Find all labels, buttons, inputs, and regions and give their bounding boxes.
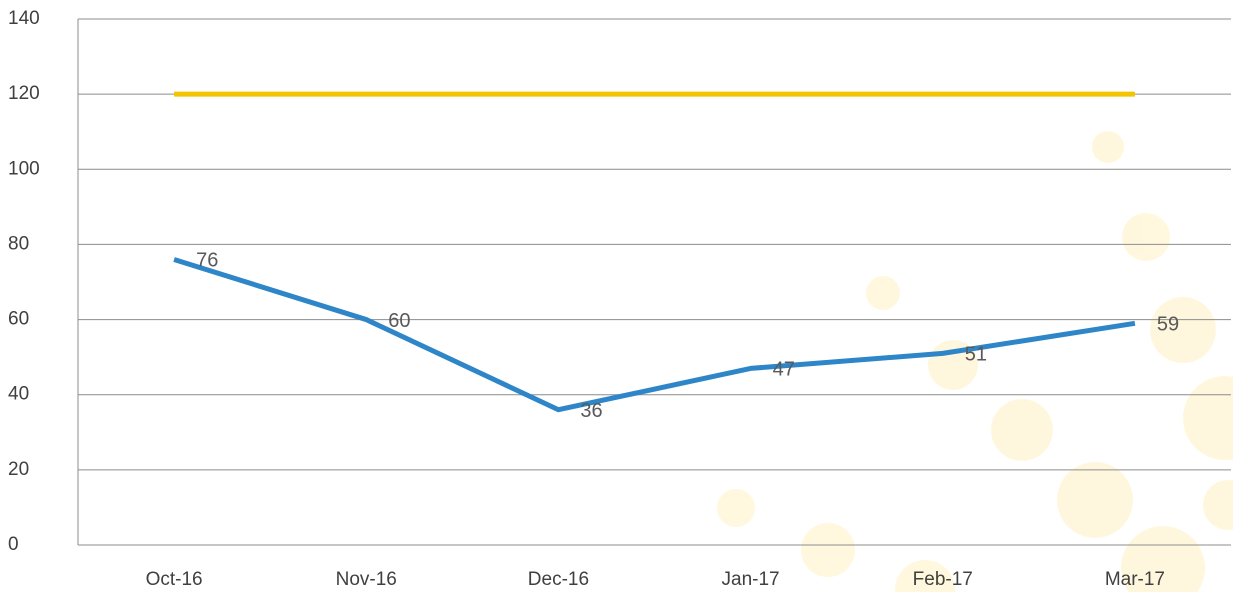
x-tick-label: Dec-16 xyxy=(528,569,589,590)
y-tick-label: 140 xyxy=(8,8,40,29)
y-tick-label: 0 xyxy=(8,534,19,555)
line-series xyxy=(174,259,1135,409)
x-tick-label: Feb-17 xyxy=(913,569,973,590)
y-tick-label: 60 xyxy=(8,309,29,330)
y-tick-label: 40 xyxy=(8,384,29,405)
x-tick-label: Oct-16 xyxy=(146,569,203,590)
data-label: 59 xyxy=(1157,314,1179,336)
data-label: 76 xyxy=(196,250,218,272)
data-label: 51 xyxy=(965,344,987,366)
x-tick-label: Mar-17 xyxy=(1105,569,1165,590)
chart: 0 20 40 60 80 100 120 140 Oct-16 Nov-16 Dec-16 Jan-… xyxy=(0,0,1233,592)
page: 0 20 40 60 80 100 120 140 Oct-16 Nov-16 Dec-16 Jan-… xyxy=(0,0,1233,592)
data-label: 60 xyxy=(388,310,410,332)
y-tick-label: 100 xyxy=(8,158,40,179)
x-tick-label: Jan-17 xyxy=(722,569,780,590)
y-tick-label: 80 xyxy=(8,233,29,254)
data-label: 47 xyxy=(773,359,795,381)
data-label: 36 xyxy=(580,400,602,422)
y-tick-label: 20 xyxy=(8,459,29,480)
x-tick-label: Nov-16 xyxy=(336,569,397,590)
y-tick-label: 120 xyxy=(8,83,40,104)
